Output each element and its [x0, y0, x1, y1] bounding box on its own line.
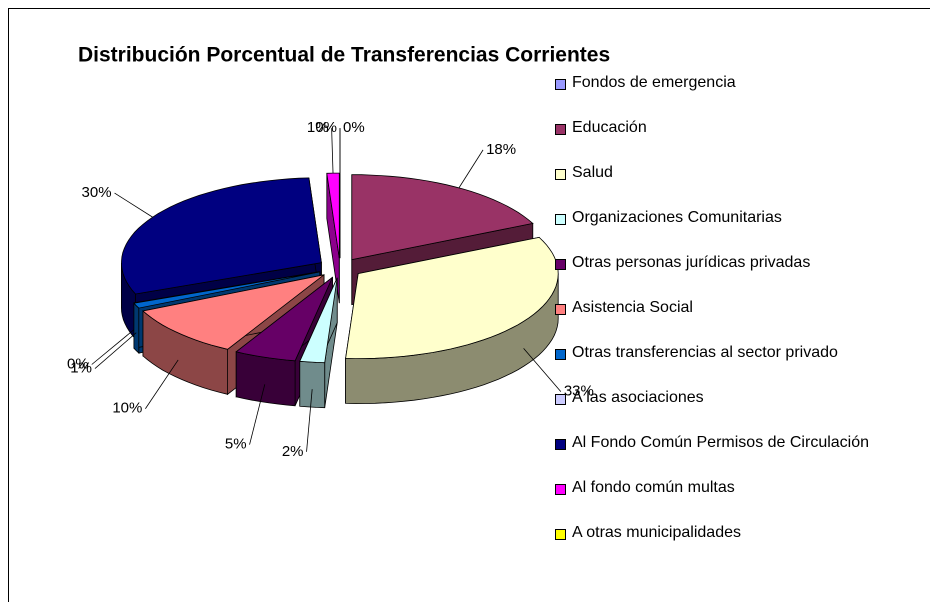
legend-swatch — [555, 349, 566, 360]
slice — [133, 271, 320, 309]
leader-line — [331, 128, 334, 174]
legend-item: Otras personas jurídicas privadas — [555, 254, 925, 299]
data-label: 10% — [112, 400, 142, 417]
legend: Fondos de emergencia Educación Salud Organi… — [555, 74, 925, 569]
legend-item: Asistencia Social — [555, 299, 925, 344]
legend-swatch — [555, 439, 566, 450]
legend-swatch — [555, 169, 566, 180]
legend-swatch — [555, 484, 566, 495]
legend-item: Organizaciones Comunitarias — [555, 209, 925, 254]
data-label: 0% — [315, 119, 337, 136]
legend-swatch — [555, 79, 566, 90]
data-label: 5% — [225, 436, 247, 453]
slice-side — [133, 302, 140, 355]
slice-group — [345, 236, 559, 405]
legend-swatch — [555, 529, 566, 540]
legend-item: Educación — [555, 119, 925, 164]
slice — [299, 277, 338, 364]
leader-line — [458, 149, 484, 189]
legend-swatch — [555, 259, 566, 270]
legend-item: A las asociaciones — [555, 389, 925, 434]
legend-item: Al Fondo Común Permisos de Circulación — [555, 434, 925, 479]
legend-label: Organizaciones Comunitarias — [572, 209, 782, 226]
data-label: 33% — [564, 383, 594, 400]
data-label: 0% — [67, 355, 89, 372]
data-label: 1% — [307, 119, 329, 136]
slice — [121, 177, 322, 295]
legend-item: Fondos de emergencia — [555, 74, 925, 119]
legend-label: Otras transferencias al sector privado — [572, 344, 838, 361]
legend-label: Al Fondo Común Permisos de Circulación — [572, 434, 870, 451]
slice — [142, 274, 325, 350]
chart-title: Distribución Porcentual de Transferencia… — [78, 44, 610, 67]
leader-line — [91, 329, 134, 365]
slice — [235, 276, 333, 362]
legend-label: Otras personas jurídicas privadas — [572, 254, 811, 271]
legend-swatch — [555, 394, 566, 405]
legend-item: A otras municipalidades — [555, 524, 925, 569]
legend-item: Al fondo común multas — [555, 479, 925, 524]
data-label: 2% — [282, 443, 304, 460]
legend-label: A las asociaciones — [572, 389, 704, 406]
leader-line — [306, 389, 313, 452]
slice — [351, 174, 534, 261]
leader-line — [94, 332, 137, 369]
leader-line — [523, 348, 562, 392]
slice-group — [299, 277, 338, 409]
legend-label: A otras municipalidades — [572, 524, 741, 541]
data-label: 18% — [486, 141, 516, 158]
slice-side — [299, 360, 326, 409]
legend-item: Otras transferencias al sector privado — [555, 344, 925, 389]
leader-line — [114, 192, 153, 218]
legend-label: Asistencia Social — [572, 299, 693, 316]
legend-label: Fondos de emergencia — [572, 74, 736, 91]
leader-line — [145, 359, 179, 409]
frame — [8, 8, 930, 602]
legend-item: Salud — [555, 164, 925, 209]
slice-group — [326, 172, 340, 304]
legend-swatch — [555, 214, 566, 225]
legend-label: Salud — [572, 164, 613, 181]
data-label: 0% — [343, 119, 365, 136]
leader-line — [249, 384, 266, 445]
data-label: 1% — [70, 360, 92, 377]
legend-label: Al fondo común multas — [572, 479, 735, 496]
legend-swatch — [555, 124, 566, 135]
legend-swatch — [555, 304, 566, 315]
data-label: 30% — [82, 184, 112, 201]
legend-label: Educación — [572, 119, 647, 136]
